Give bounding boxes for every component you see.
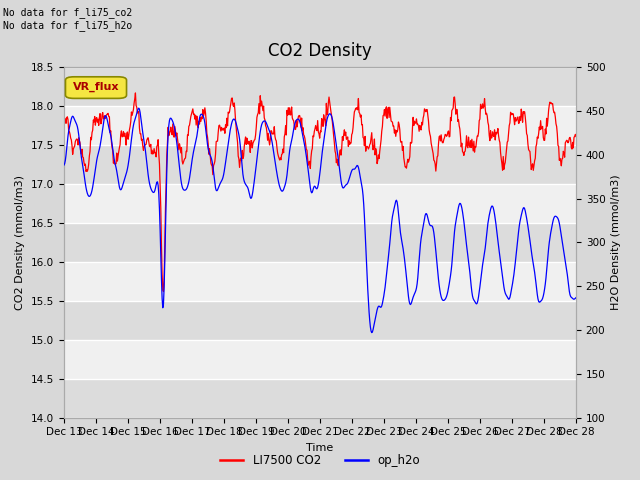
Y-axis label: H2O Density (mmol/m3): H2O Density (mmol/m3) [611,175,621,310]
Title: CO2 Density: CO2 Density [268,42,372,60]
Bar [64,340,576,379]
Bar [64,67,576,106]
Legend: LI7500 CO2, op_h2o: LI7500 CO2, op_h2o [215,449,425,472]
Bar [64,223,576,262]
Y-axis label: CO2 Density (mmol/m3): CO2 Density (mmol/m3) [15,175,26,310]
FancyBboxPatch shape [65,77,127,98]
Bar [64,106,576,145]
X-axis label: Time: Time [307,443,333,453]
Bar [64,145,576,184]
Bar [64,301,576,340]
Text: No data for f_li75_co2
No data for f_li75_h2o: No data for f_li75_co2 No data for f_li7… [3,7,132,31]
Bar [64,262,576,301]
Bar [64,184,576,223]
Bar [64,379,576,418]
Text: VR_flux: VR_flux [73,82,119,92]
